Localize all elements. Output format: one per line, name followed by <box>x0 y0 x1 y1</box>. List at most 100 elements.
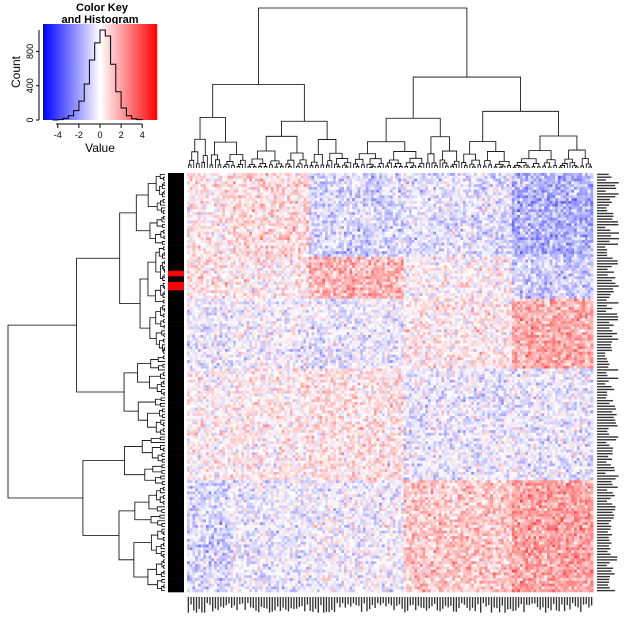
heatmap-cell <box>406 198 409 201</box>
heatmap-cell <box>355 176 358 179</box>
heatmap-cell <box>260 223 263 226</box>
heatmap-cell <box>509 226 512 229</box>
heatmap-cell <box>458 184 461 187</box>
heatmap-cell <box>555 198 558 201</box>
heatmap-cell <box>249 173 252 176</box>
heatmap-cell <box>496 246 499 249</box>
heatmap-cell <box>284 207 287 210</box>
heatmap-cell <box>228 226 231 229</box>
heatmap-cell <box>412 209 415 212</box>
heatmap-cell <box>466 204 469 207</box>
heatmap-cell <box>385 181 388 184</box>
heatmap-cell <box>577 248 580 251</box>
heatmap-cell <box>225 254 228 257</box>
heatmap-cell <box>479 237 482 240</box>
heatmap-cell <box>517 209 520 212</box>
heatmap-cell <box>233 243 236 246</box>
heatmap-cell <box>228 195 231 198</box>
heatmap-cell <box>544 201 547 204</box>
heatmap-cell <box>247 193 250 196</box>
heatmap-cell <box>282 201 285 204</box>
heatmap-cell <box>238 181 241 184</box>
heatmap-cell <box>544 234 547 237</box>
heatmap-cell <box>450 232 453 235</box>
heatmap-cell <box>263 176 266 179</box>
heatmap-cell <box>582 198 585 201</box>
heatmap-cell <box>406 246 409 249</box>
heatmap-cell <box>523 190 526 193</box>
heatmap-cell <box>371 220 374 223</box>
heatmap-cell <box>252 184 255 187</box>
heatmap-cell <box>322 184 325 187</box>
heatmap-cell <box>561 220 564 223</box>
heatmap-cell <box>455 193 458 196</box>
heatmap-cell <box>376 201 379 204</box>
heatmap-cell <box>330 207 333 210</box>
heatmap-cell <box>301 237 304 240</box>
heatmap-cell <box>363 240 366 243</box>
heatmap-cell <box>490 184 493 187</box>
heatmap-cell <box>309 198 312 201</box>
heatmap-cell <box>209 226 212 229</box>
heatmap-cell <box>401 195 404 198</box>
heatmap-cell <box>409 209 412 212</box>
heatmap-cell <box>417 193 420 196</box>
heatmap-cell <box>349 176 352 179</box>
heatmap-cell <box>439 237 442 240</box>
heatmap-cell <box>390 184 393 187</box>
heatmap-cell <box>496 193 499 196</box>
heatmap-cell <box>436 218 439 221</box>
heatmap-cell <box>569 246 572 249</box>
heatmap-cell <box>336 201 339 204</box>
heatmap-cell <box>360 207 363 210</box>
heatmap-cell <box>517 207 520 210</box>
dendrogram-branch <box>470 141 496 154</box>
heatmap-cell <box>504 201 507 204</box>
heatmap-cell <box>376 209 379 212</box>
dendrogram-branch <box>164 429 165 432</box>
heatmap-cell <box>552 195 555 198</box>
heatmap-cell <box>479 198 482 201</box>
heatmap-cell <box>450 218 453 221</box>
heatmap-cell <box>368 215 371 218</box>
heatmap-cell <box>561 176 564 179</box>
heatmap-cell <box>355 251 358 254</box>
heatmap-cell <box>366 254 369 257</box>
heatmap-cell <box>279 226 282 229</box>
heatmap-cell <box>425 223 428 226</box>
heatmap-cell <box>366 173 369 176</box>
heatmap-cell <box>255 243 258 246</box>
heatmap-cell <box>206 212 209 215</box>
heatmap-cell <box>376 218 379 221</box>
heatmap-cell <box>450 201 453 204</box>
heatmap-cell <box>339 179 342 182</box>
heatmap-cell <box>271 232 274 235</box>
heatmap-cell <box>211 193 214 196</box>
dendrogram-branch <box>156 422 161 432</box>
heatmap-cell <box>506 220 509 223</box>
row-dendrogram <box>8 174 165 590</box>
heatmap-cell <box>276 251 279 254</box>
heatmap-cell <box>214 212 217 215</box>
heatmap-cell <box>341 220 344 223</box>
heatmap-cell <box>209 248 212 251</box>
heatmap-cell <box>585 190 588 193</box>
heatmap-cell <box>420 176 423 179</box>
heatmap-cell <box>236 240 239 243</box>
heatmap-cell <box>314 201 317 204</box>
heatmap-cell <box>450 173 453 176</box>
heatmap-cell <box>504 195 507 198</box>
heatmap-cell <box>501 251 504 254</box>
heatmap-cell <box>544 218 547 221</box>
heatmap-cell <box>523 237 526 240</box>
heatmap-cell <box>447 179 450 182</box>
heatmap-cell <box>333 229 336 232</box>
heatmap-cell <box>222 246 225 249</box>
heatmap-cell <box>303 234 306 237</box>
heatmap-cell <box>433 181 436 184</box>
heatmap-cell <box>579 232 582 235</box>
heatmap-cell <box>325 181 328 184</box>
heatmap-cell <box>395 187 398 190</box>
heatmap-cell <box>523 179 526 182</box>
heatmap-cell <box>552 207 555 210</box>
